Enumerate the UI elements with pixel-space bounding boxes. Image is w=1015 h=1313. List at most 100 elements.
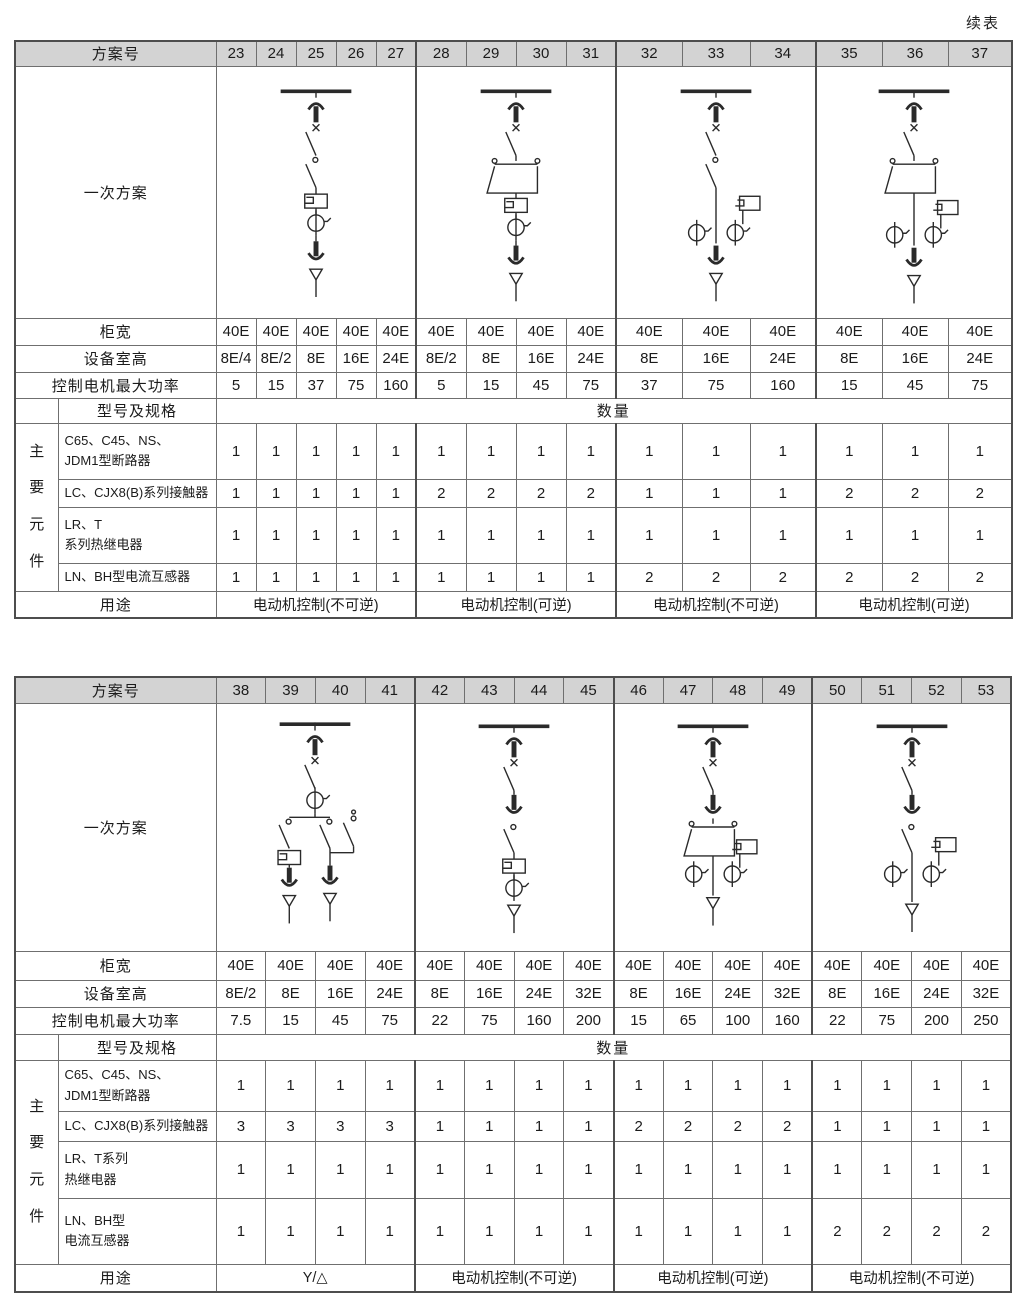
component-qty: 1 <box>463 1059 515 1112</box>
component-qty: 2 <box>811 1197 863 1265</box>
scheme-number: 24 <box>255 40 297 67</box>
component-qty: 1 <box>463 1197 515 1265</box>
component-qty: 3 <box>314 1110 366 1142</box>
scheme-number: 40 <box>314 676 366 704</box>
component-qty: 2 <box>712 1110 764 1142</box>
component-qty: 1 <box>463 1140 515 1199</box>
component-qty: 1 <box>413 1140 465 1199</box>
room-height-value: 24E <box>947 344 1013 373</box>
component-name: C65、C45、NS、 JDM1型断路器 <box>57 422 217 480</box>
component-qty: 1 <box>681 506 751 564</box>
usage-label: 用途 <box>14 590 217 619</box>
room-height-value: 24E <box>375 344 417 373</box>
max-power-value: 75 <box>463 1006 515 1035</box>
component-qty: 1 <box>712 1197 764 1265</box>
room-height-value: 16E <box>463 979 515 1008</box>
component-qty: 1 <box>215 478 257 508</box>
component-qty: 2 <box>465 478 517 508</box>
room-height-value: 24E <box>749 344 817 373</box>
component-qty: 1 <box>947 422 1013 480</box>
cabinet-width-value: 40E <box>662 950 714 981</box>
room-height-value: 8E/2 <box>255 344 297 373</box>
component-qty: 2 <box>612 1110 664 1142</box>
scheme-number: 36 <box>881 40 949 67</box>
room-height-value: 8E <box>265 979 316 1008</box>
component-qty: 1 <box>215 506 257 564</box>
component-qty: 1 <box>413 1197 465 1265</box>
max-power-value: 250 <box>960 1006 1012 1035</box>
component-qty: 1 <box>513 1110 565 1142</box>
component-qty: 1 <box>375 422 417 480</box>
component-name: LN、BH型 电流互感器 <box>57 1197 217 1265</box>
room-height-value: 8E <box>615 344 683 373</box>
component-qty: 3 <box>215 1110 267 1142</box>
scheme-no-header: 方案号 <box>14 40 217 67</box>
max-power-value: 15 <box>612 1006 664 1035</box>
component-qty: 1 <box>465 422 517 480</box>
cabinet-width-value: 40E <box>513 950 565 981</box>
cabinet-width-value: 40E <box>364 950 416 981</box>
max-power-value: 45 <box>881 371 949 399</box>
usage-value: 电动机控制(不可逆) <box>811 1263 1012 1293</box>
cabinet-width-value: 40E <box>881 317 949 346</box>
scheme-number: 49 <box>762 676 813 704</box>
primary-scheme-cell <box>811 702 1012 952</box>
component-qty: 1 <box>811 1110 863 1142</box>
component-qty: 1 <box>861 1110 913 1142</box>
room-height-value: 16E <box>515 344 567 373</box>
scheme-number: 51 <box>861 676 913 704</box>
cabinet-width-value: 40E <box>911 950 962 981</box>
component-qty: 1 <box>681 422 751 480</box>
component-qty: 1 <box>612 1140 664 1199</box>
spacer-cell <box>14 1033 59 1061</box>
component-qty: 1 <box>911 1140 962 1199</box>
component-name: LN、BH型电流互感器 <box>57 562 217 592</box>
scheme-number: 29 <box>465 40 517 67</box>
scheme-number: 39 <box>265 676 316 704</box>
usage-value: 电动机控制(可逆) <box>815 590 1013 619</box>
component-qty: 1 <box>563 1197 615 1265</box>
component-qty: 1 <box>335 506 377 564</box>
cabinet-width-value: 40E <box>215 950 267 981</box>
max-power-value: 22 <box>413 1006 465 1035</box>
component-qty: 1 <box>215 1197 267 1265</box>
scheme-number: 23 <box>215 40 257 67</box>
component-qty: 1 <box>375 478 417 508</box>
usage-label: 用途 <box>14 1263 217 1293</box>
component-qty: 2 <box>415 478 467 508</box>
primary-scheme-cell <box>413 702 615 952</box>
component-qty: 1 <box>215 422 257 480</box>
component-qty: 1 <box>762 1140 813 1199</box>
room-height-value: 16E <box>662 979 714 1008</box>
component-qty: 1 <box>463 1110 515 1142</box>
max-power-value: 200 <box>911 1006 962 1035</box>
primary-scheme-cell <box>415 65 617 319</box>
cabinet-width-value: 40E <box>375 317 417 346</box>
component-qty: 1 <box>565 562 617 592</box>
scheme-table-1: 方案号 23 24 25 26 27 28 29 30 31 32 33 34 35 36 37 一次方案 柜宽 4… <box>14 40 1014 619</box>
room-height-value: 16E <box>861 979 913 1008</box>
cabinet-width-value: 40E <box>762 950 813 981</box>
room-height-label: 设备室高 <box>14 344 217 373</box>
component-name: LR、T 系列热继电器 <box>57 506 217 564</box>
scheme-number: 28 <box>415 40 467 67</box>
component-qty: 1 <box>815 506 883 564</box>
component-qty: 1 <box>255 422 297 480</box>
room-height-value: 32E <box>762 979 813 1008</box>
max-power-value: 160 <box>749 371 817 399</box>
usage-value: Y/△ <box>215 1263 416 1293</box>
cabinet-width-value: 40E <box>465 317 517 346</box>
component-qty: 1 <box>255 478 297 508</box>
scheme-table-2: 方案号 38 39 40 41 42 43 44 45 46 47 48 49 50 51 52 53 一次方案柜… <box>14 676 1013 1293</box>
component-qty: 1 <box>335 562 377 592</box>
cabinet-width-value: 40E <box>565 317 617 346</box>
component-qty: 1 <box>615 506 683 564</box>
max-power-value: 22 <box>811 1006 863 1035</box>
usage-value: 电动机控制(可逆) <box>415 590 617 619</box>
component-qty: 2 <box>662 1110 714 1142</box>
max-power-value: 160 <box>513 1006 565 1035</box>
scheme-number: 25 <box>295 40 337 67</box>
component-qty: 1 <box>295 478 337 508</box>
scheme-number: 33 <box>681 40 751 67</box>
